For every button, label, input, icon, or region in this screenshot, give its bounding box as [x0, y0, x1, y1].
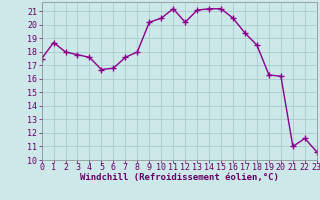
X-axis label: Windchill (Refroidissement éolien,°C): Windchill (Refroidissement éolien,°C) — [80, 173, 279, 182]
